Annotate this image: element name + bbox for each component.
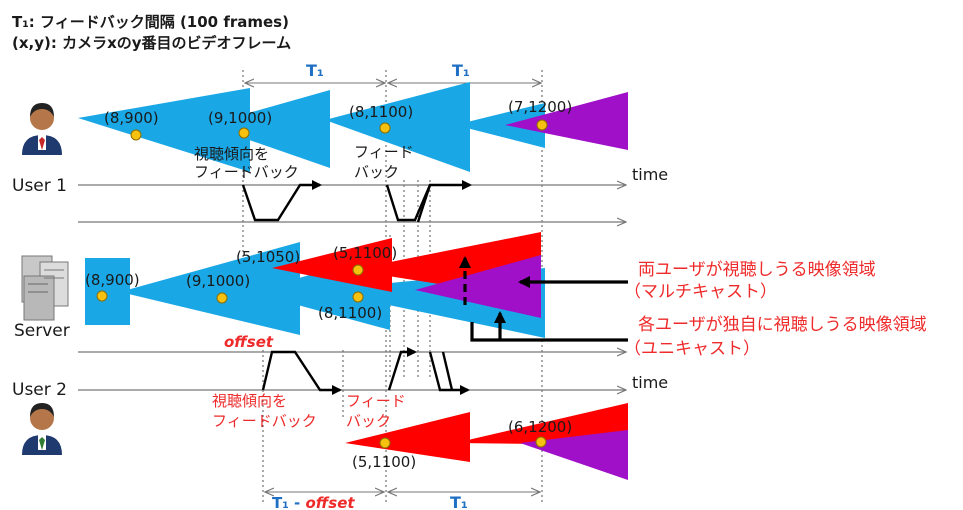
dot-u1-a	[130, 129, 142, 141]
dot-srv-a	[96, 290, 108, 302]
callout-texts: 両ユーザが視聴しうる映像領域 （マルチキャスト） 各ユーザが独自に視聴しうる映像…	[624, 260, 927, 359]
dot-u2-a	[379, 437, 391, 449]
dot-u1-d	[536, 119, 548, 131]
user2-streams	[345, 403, 628, 480]
interval-bottom-2: T₁	[450, 493, 468, 510]
frame-srv-d: (5,1100)	[333, 244, 397, 262]
frame-srv-a: (8,900)	[85, 271, 140, 289]
timelines	[78, 185, 625, 390]
interval-bottom: T₁ - offset T₁	[266, 492, 539, 510]
frame-u1-d: (7,1200)	[508, 98, 572, 116]
u1-feedback-1: フィード	[354, 143, 414, 161]
interval-bottom-1-prefix: T₁ -	[272, 494, 305, 510]
feedback-text: 視聴傾向を フィードバック フィード バック offset 視聴傾向を フィード…	[194, 143, 414, 430]
dot-srv-e	[352, 291, 364, 303]
frame-srv-e: (8,1100)	[318, 304, 382, 322]
user2-label: User 2	[12, 380, 67, 400]
u2-view-feedback-1: 視聴傾向を	[212, 392, 287, 410]
time-label-1: time	[632, 165, 668, 184]
feedback-arrows	[241, 180, 472, 395]
dot-srv-b	[216, 292, 228, 304]
u1-feedback-2: バック	[354, 163, 399, 181]
interval-top-2: T₁	[452, 61, 470, 80]
unicast-sub: （ユニキャスト）	[624, 339, 760, 359]
interval-bottom-1: T₁ - offset	[272, 494, 355, 510]
user2-avatar-icon	[22, 403, 62, 455]
interval-top-1: T₁	[306, 61, 324, 80]
u2-feedback-1: フィード	[346, 392, 406, 410]
server-icon	[21, 255, 69, 321]
frame-u2-b: (6,1200)	[508, 418, 572, 436]
frame-u1-c: (8,1100)	[349, 103, 413, 121]
u1-view-feedback-1: 視聴傾向を	[194, 145, 269, 163]
frame-u2-a: (5,1100)	[352, 453, 416, 471]
user1-streams	[78, 82, 628, 172]
offset-label: offset	[224, 333, 274, 351]
u1-view-feedback-2: フィードバック	[194, 163, 299, 181]
interval-top: T₁ T₁	[246, 61, 540, 83]
user1-label: User 1	[12, 176, 67, 196]
server-label: Server	[14, 321, 70, 341]
interval-bottom-1-offset: offset	[305, 494, 355, 510]
legend-interval: T₁: フィードバック間隔 (100 frames)	[12, 13, 289, 31]
dot-u1-c	[379, 122, 391, 134]
dot-u1-b	[238, 127, 250, 139]
dot-u2-b	[535, 436, 547, 448]
dot-srv-d	[352, 264, 364, 276]
callout-arrows	[459, 256, 628, 342]
legend-frame-notation: (x,y): カメラxのy番目のビデオフレーム	[12, 34, 291, 52]
frame-labels: (8,900) (9,1000) (8,1100) (7,1200) (8,90…	[85, 98, 572, 471]
user1-avatar-icon	[22, 103, 62, 155]
multicast-title: 両ユーザが視聴しうる映像領域	[638, 260, 876, 280]
time-label-2: time	[632, 373, 668, 392]
frame-u1-a: (8,900)	[104, 109, 159, 127]
frame-srv-c: (5,1050)	[236, 248, 300, 266]
u2-view-feedback-2: フィードバック	[212, 412, 317, 430]
multicast-sub: （マルチキャスト）	[624, 282, 777, 302]
unicast-title: 各ユーザが独自に視聴しうる映像領域	[638, 315, 927, 335]
server-streams	[85, 232, 545, 338]
u2-feedback-2: バック	[346, 412, 391, 430]
frame-srv-b: (9,1000)	[186, 272, 250, 290]
frame-u1-b: (9,1000)	[208, 109, 272, 127]
frame-dots	[96, 119, 548, 449]
